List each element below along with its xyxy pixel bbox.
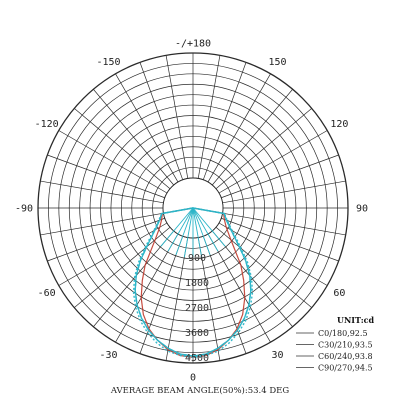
grid-spoke bbox=[218, 130, 328, 194]
center-ray bbox=[175, 207, 194, 256]
grid-spoke bbox=[207, 233, 271, 343]
ring-label: 2700 bbox=[185, 303, 209, 314]
polar-grid bbox=[37, 52, 349, 364]
center-ray bbox=[192, 207, 203, 258]
grid-spoke bbox=[202, 62, 247, 180]
grid-spoke bbox=[58, 130, 168, 194]
curve-c60 bbox=[134, 207, 252, 357]
ring-label: 3600 bbox=[185, 328, 209, 339]
grid-spoke bbox=[115, 73, 179, 183]
grid-spoke bbox=[58, 222, 168, 286]
grid-spoke bbox=[215, 227, 312, 308]
center-ray bbox=[183, 207, 194, 258]
grid-spoke bbox=[197, 55, 221, 179]
intensity-curves bbox=[132, 207, 254, 359]
curve-c90 bbox=[132, 207, 254, 359]
angle-label: -60 bbox=[38, 288, 56, 299]
center-ray bbox=[192, 207, 211, 256]
grid-spoke bbox=[197, 237, 221, 361]
grid-spoke bbox=[207, 73, 271, 183]
angle-label: 30 bbox=[271, 350, 283, 361]
angle-label: 60 bbox=[333, 288, 345, 299]
center-ray bbox=[192, 207, 219, 252]
grid-spoke bbox=[165, 237, 189, 361]
grid-spoke bbox=[47, 217, 165, 262]
legend-entry: C90/270,94.5 bbox=[318, 364, 373, 373]
grid-spoke bbox=[40, 180, 164, 204]
grid-spoke bbox=[139, 236, 184, 354]
grid-spoke bbox=[165, 55, 189, 179]
angle-label: 150 bbox=[268, 57, 286, 68]
grid-spoke bbox=[93, 89, 174, 186]
angle-label: -150 bbox=[96, 57, 120, 68]
grid-spoke bbox=[47, 154, 165, 199]
angle-label: -90 bbox=[15, 204, 33, 215]
grid-spoke bbox=[218, 222, 328, 286]
legend: C0/180,92.5 C30/210,93.5 C60/240,93.8 C90/2… bbox=[296, 329, 373, 373]
grid-spoke bbox=[139, 62, 184, 180]
angle-label: 90 bbox=[356, 204, 368, 215]
center-ray bbox=[167, 207, 194, 252]
center-ray bbox=[160, 207, 194, 247]
angle-label: -120 bbox=[35, 119, 59, 130]
ring-label: 900 bbox=[188, 253, 206, 264]
grid-spoke bbox=[74, 227, 171, 308]
grid-spoke bbox=[202, 236, 247, 354]
grid-spoke bbox=[222, 212, 346, 236]
grid-spoke bbox=[221, 154, 339, 199]
grid-spoke bbox=[93, 230, 174, 327]
angle-label: -/+180 bbox=[175, 39, 211, 50]
ring-label: 1800 bbox=[185, 278, 209, 289]
angle-label: 120 bbox=[330, 119, 348, 130]
angle-label: 0 bbox=[190, 373, 196, 384]
grid-spoke bbox=[40, 212, 164, 236]
grid-spoke bbox=[212, 89, 293, 186]
grid-spoke bbox=[215, 108, 312, 189]
legend-entry: C0/180,92.5 bbox=[318, 329, 368, 338]
ring-labels: 900 1800 2700 3600 4500 bbox=[185, 253, 209, 364]
unit-label: UNIT:cd bbox=[337, 315, 375, 325]
angle-labels: -/+180 -150 150 -120 120 -90 90 -60 60 -30 30 0 bbox=[15, 39, 368, 384]
grid-spoke bbox=[115, 233, 179, 343]
grid-spoke bbox=[221, 217, 339, 262]
grid-spoke bbox=[222, 180, 346, 204]
angle-label: -30 bbox=[99, 350, 117, 361]
legend-entry: C60/240,93.8 bbox=[318, 352, 373, 361]
grid-spoke bbox=[212, 230, 293, 327]
beam-angle-footer: AVERAGE BEAM ANGLE(50%):53.4 DEG bbox=[110, 385, 290, 396]
legend-entry: C30/210,93.5 bbox=[318, 341, 373, 350]
ring-label: 4500 bbox=[185, 353, 209, 364]
center-ray bbox=[192, 207, 226, 247]
grid-spoke bbox=[74, 108, 171, 189]
